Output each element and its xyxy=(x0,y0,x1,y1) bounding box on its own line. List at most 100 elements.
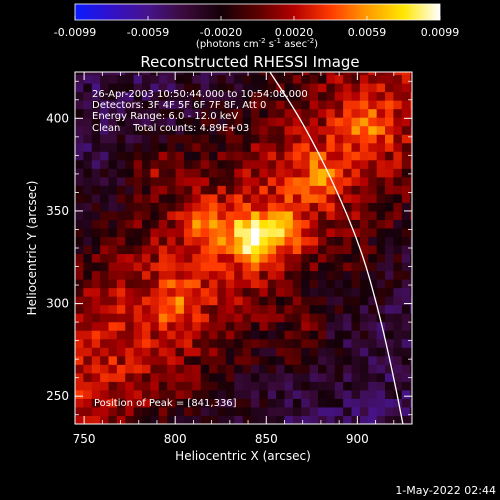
heatmap-cell xyxy=(410,151,412,161)
heatmap-cell xyxy=(75,159,84,169)
heatmap-cell xyxy=(192,202,202,212)
heatmap-cell xyxy=(133,347,143,357)
heatmap-cell xyxy=(209,83,218,93)
heatmap-cell xyxy=(334,168,344,178)
heatmap-cell xyxy=(83,279,93,289)
heatmap-cell xyxy=(116,330,126,340)
heatmap-cell xyxy=(100,151,110,161)
heatmap-cell xyxy=(410,227,412,238)
heatmap-cell xyxy=(167,279,177,289)
heatmap-cell xyxy=(167,210,177,220)
heatmap-cell xyxy=(133,227,143,238)
heatmap-cell xyxy=(175,270,185,280)
heatmap-cell xyxy=(234,245,244,255)
heatmap-cell xyxy=(217,185,227,195)
heatmap-cell xyxy=(393,296,403,306)
heatmap-cell xyxy=(234,398,244,408)
heatmap-cell xyxy=(343,117,353,127)
heatmap-cell xyxy=(334,108,344,118)
heatmap-cell xyxy=(133,245,143,255)
heatmap-cell xyxy=(150,74,160,84)
heatmap-cell xyxy=(301,321,311,331)
heatmap-cell xyxy=(292,227,302,238)
heatmap-cell xyxy=(250,245,260,255)
heatmap-cell xyxy=(368,159,378,169)
heatmap-cell xyxy=(192,219,202,229)
heatmap-cell xyxy=(200,219,210,229)
heatmap-cell xyxy=(91,125,101,135)
heatmap-cell xyxy=(326,134,336,144)
heatmap-cell xyxy=(133,151,143,161)
heatmap-cell xyxy=(108,193,118,203)
heatmap-cell xyxy=(167,287,177,297)
heatmap-cell xyxy=(108,176,118,186)
heatmap-cell xyxy=(301,202,311,212)
heatmap-cell xyxy=(91,108,101,118)
heatmap-cell xyxy=(401,227,411,238)
heatmap-cell xyxy=(217,202,227,212)
heatmap-cell xyxy=(200,193,210,203)
heatmap-cell xyxy=(259,219,269,229)
heatmap-cell xyxy=(401,355,411,365)
heatmap-cell xyxy=(108,313,118,323)
heatmap-cell xyxy=(401,287,411,297)
heatmap-cell xyxy=(116,406,126,416)
heatmap-cell xyxy=(401,210,411,220)
heatmap-cell xyxy=(209,389,218,399)
heatmap-cell xyxy=(318,262,327,272)
colorbar-tick-label: 0.0099 xyxy=(421,26,460,39)
heatmap-cell xyxy=(91,279,101,289)
heatmap-cell xyxy=(142,270,151,280)
heatmap-cell xyxy=(351,125,361,135)
heatmap-cell xyxy=(75,287,84,297)
heatmap-cell xyxy=(309,134,319,144)
heatmap-cell xyxy=(192,287,202,297)
heatmap-cell xyxy=(91,287,101,297)
heatmap-cell xyxy=(125,193,135,203)
colorbar-ticks: -0.0099 -0.0059 -0.0020 0.0020 0.0059 0.0099 xyxy=(54,16,459,39)
heatmap-cell xyxy=(91,296,101,306)
heatmap-cell xyxy=(318,296,327,306)
heatmap-cell xyxy=(158,245,168,255)
heatmap-cell xyxy=(116,100,126,110)
heatmap-cell xyxy=(334,142,344,152)
heatmap-cell xyxy=(301,381,311,391)
heatmap-cell xyxy=(242,415,252,424)
heatmap-cell xyxy=(393,134,403,144)
heatmap-cell xyxy=(393,100,403,110)
heatmap-cell xyxy=(125,210,135,220)
heatmap-cell xyxy=(91,381,101,391)
heatmap-cell xyxy=(276,91,285,101)
heatmap-cell xyxy=(250,193,260,203)
heatmap-cell xyxy=(343,398,353,408)
heatmap-cell xyxy=(376,389,386,399)
heatmap-cell xyxy=(318,279,327,289)
heatmap-cell xyxy=(158,236,168,246)
heatmap-cell xyxy=(401,74,411,84)
heatmap-cell xyxy=(393,253,403,263)
heatmap-cell xyxy=(259,355,269,365)
heatmap-cell xyxy=(334,253,344,263)
heatmap-cell xyxy=(259,236,269,246)
heatmap-cell xyxy=(410,321,412,331)
heatmap-cell xyxy=(385,83,394,93)
heatmap-cell xyxy=(242,142,252,152)
heatmap-cell xyxy=(175,168,185,178)
heatmap-cell xyxy=(175,355,185,365)
heatmap-cell xyxy=(326,245,336,255)
heatmap-cell xyxy=(150,159,160,169)
heatmap-cell xyxy=(175,338,185,348)
heatmap-cell xyxy=(108,100,118,110)
heatmap-cell xyxy=(125,313,135,323)
heatmap-cell xyxy=(142,134,151,144)
heatmap-cell xyxy=(359,168,369,178)
heatmap-cell xyxy=(108,117,118,127)
heatmap-cell xyxy=(359,83,369,93)
heatmap-cell xyxy=(318,219,327,229)
heatmap-cell xyxy=(301,389,311,399)
heatmap-cell xyxy=(209,372,218,382)
heatmap-cell xyxy=(343,193,353,203)
heatmap-cell xyxy=(401,72,411,76)
heatmap-cell xyxy=(83,313,93,323)
heatmap-cell xyxy=(167,227,177,238)
